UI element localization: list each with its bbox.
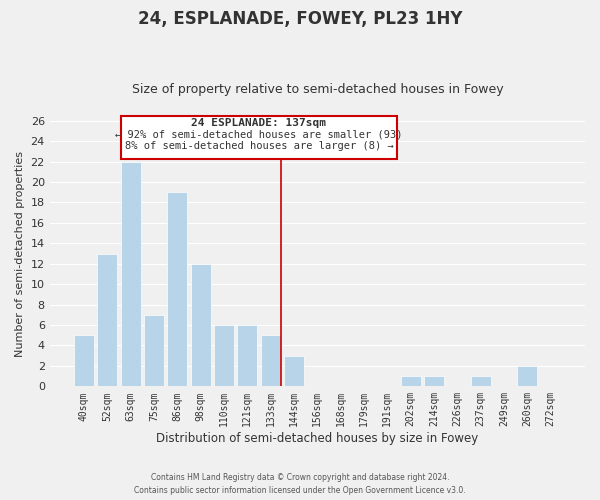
Text: 24, ESPLANADE, FOWEY, PL23 1HY: 24, ESPLANADE, FOWEY, PL23 1HY (138, 10, 462, 28)
Bar (191, 264, 211, 386)
Bar (74, 336, 94, 386)
Text: Contains HM Land Registry data © Crown copyright and database right 2024.
Contai: Contains HM Land Registry data © Crown c… (134, 473, 466, 495)
Bar (238, 325, 257, 386)
X-axis label: Distribution of semi-detached houses by size in Fowey: Distribution of semi-detached houses by … (156, 432, 478, 445)
Bar (121, 162, 140, 386)
Bar (424, 376, 444, 386)
Text: 8% of semi-detached houses are larger (8) →: 8% of semi-detached houses are larger (8… (125, 141, 394, 151)
Bar (517, 366, 538, 386)
Bar (214, 325, 234, 386)
Title: Size of property relative to semi-detached houses in Fowey: Size of property relative to semi-detach… (131, 83, 503, 96)
Bar (261, 336, 281, 386)
Bar (401, 376, 421, 386)
Bar (284, 356, 304, 386)
Bar (144, 315, 164, 386)
Text: ← 92% of semi-detached houses are smaller (93): ← 92% of semi-detached houses are smalle… (115, 130, 403, 140)
Text: 24 ESPLANADE: 137sqm: 24 ESPLANADE: 137sqm (191, 118, 326, 128)
Bar (471, 376, 491, 386)
FancyBboxPatch shape (121, 116, 397, 158)
Bar (167, 192, 187, 386)
Bar (97, 254, 117, 386)
Y-axis label: Number of semi-detached properties: Number of semi-detached properties (15, 150, 25, 356)
